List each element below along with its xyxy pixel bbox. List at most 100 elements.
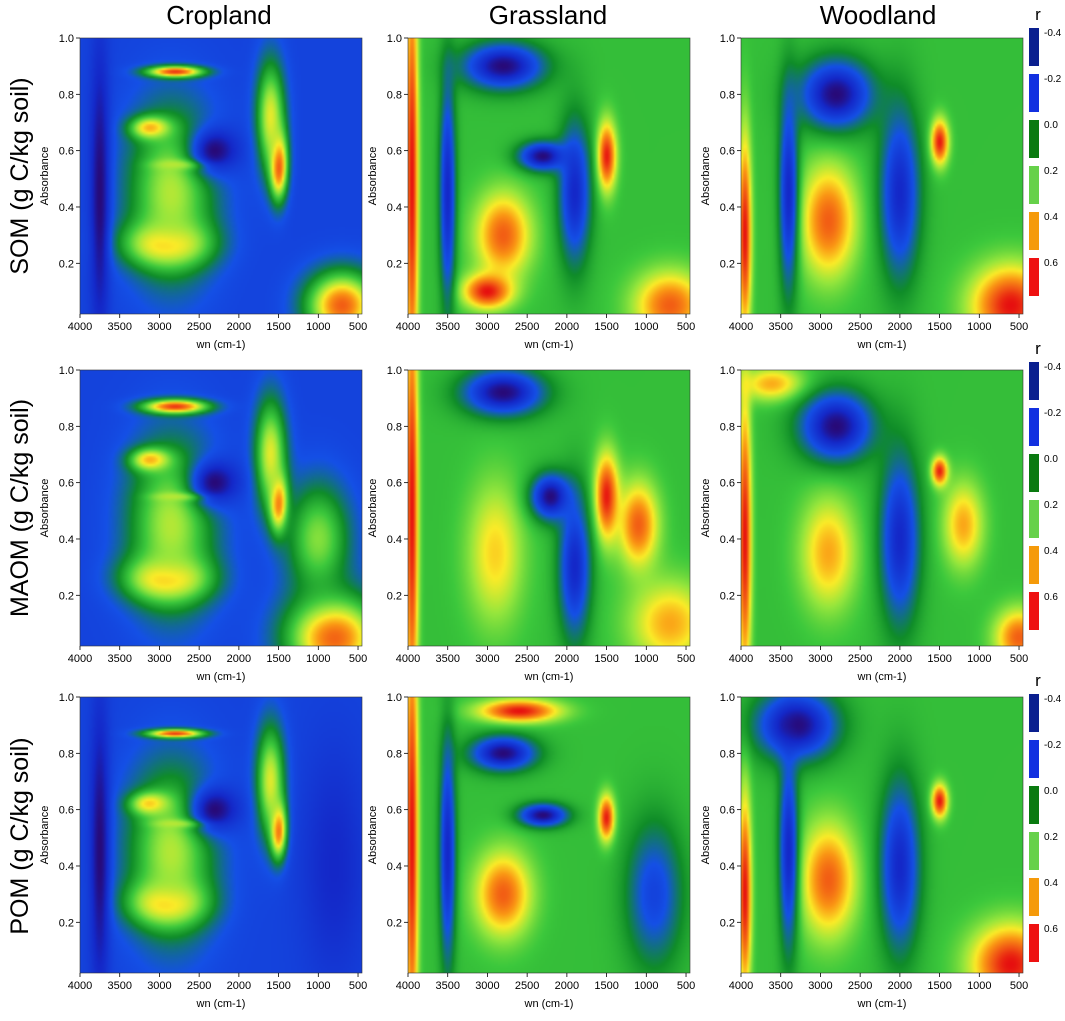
colorbar-swatch: [1029, 120, 1039, 158]
y-tick-label: 0.6: [387, 478, 402, 490]
colorbar-swatch: [1029, 28, 1039, 66]
x-axis-label: wn (cm-1): [857, 998, 907, 1010]
row-title-maom: MAOM (g C/kg soil): [6, 399, 34, 617]
y-tick-label: 0.4: [387, 202, 402, 214]
x-tick-label: 3500: [435, 321, 459, 333]
x-axis-label: wn (cm-1): [524, 998, 574, 1010]
y-tick-label: 0.8: [59, 748, 74, 760]
x-tick-label: 2000: [227, 321, 251, 333]
colorbar-tick-label: 0.0: [1044, 120, 1058, 131]
y-tick-label: 0.4: [59, 534, 74, 546]
y-tick-label: 0.4: [387, 861, 402, 873]
colorbar-tick-label: 0.6: [1044, 592, 1058, 603]
colorbar-tick-label: 0.0: [1044, 786, 1058, 797]
x-tick-label: 3000: [147, 980, 171, 992]
colorbar-title: r: [1035, 339, 1041, 358]
colorbar-swatch: [1029, 832, 1039, 870]
column-title-woodland: Woodland: [820, 0, 937, 30]
y-tick-label: 1.0: [387, 692, 402, 704]
y-tick-label: 1.0: [387, 365, 402, 377]
x-tick-label: 2000: [555, 321, 579, 333]
y-tick-label: 0.8: [59, 421, 74, 433]
plot-frame: [79, 369, 363, 647]
colorbar-title: r: [1035, 5, 1041, 24]
y-tick-label: 0.2: [59, 917, 74, 929]
x-axis-label: wn (cm-1): [524, 671, 574, 683]
x-tick-label: 1500: [266, 653, 290, 665]
heatmap-panel-maom-grassland: 4000 3500 3000 2500 2000 1500 1000 500 0.2 0.4 0.6…: [367, 365, 695, 683]
y-tick-label: 0.2: [387, 258, 402, 270]
x-tick-label: 2500: [848, 653, 872, 665]
plot-frame: [740, 369, 1024, 647]
x-tick-label: 1000: [306, 980, 330, 992]
y-tick-label: 0.6: [720, 805, 735, 817]
x-tick-label: 2000: [888, 980, 912, 992]
y-tick-label: 0.8: [387, 89, 402, 101]
x-tick-label: 2000: [555, 980, 579, 992]
y-tick-label: 0.8: [720, 421, 735, 433]
x-tick-label: 1000: [967, 653, 991, 665]
x-tick-label: 500: [1010, 980, 1028, 992]
x-tick-label: 3500: [768, 653, 792, 665]
plot-frame: [740, 37, 1024, 315]
x-tick-label: 2500: [848, 321, 872, 333]
plot-frame: [79, 696, 363, 974]
x-tick-label: 3500: [107, 980, 131, 992]
column-title-cropland: Cropland: [166, 0, 272, 30]
colorbar-swatch: [1029, 500, 1039, 538]
x-tick-label: 4000: [729, 980, 753, 992]
colorbar-swatch: [1029, 878, 1039, 916]
heatmap-surface: [741, 697, 1023, 973]
y-tick-label: 0.8: [720, 89, 735, 101]
x-tick-label: 1000: [634, 321, 658, 333]
y-axis-label: Absorbance: [39, 479, 51, 538]
x-tick-label: 500: [349, 321, 367, 333]
heatmap-surface: [80, 370, 362, 646]
plot-frame: [407, 696, 691, 974]
row-title-som: SOM (g C/kg soil): [6, 77, 34, 274]
x-tick-label: 1000: [634, 653, 658, 665]
x-tick-label: 500: [1010, 321, 1028, 333]
x-tick-label: 3500: [107, 321, 131, 333]
x-axis-label: wn (cm-1): [524, 339, 574, 351]
x-tick-label: 3000: [147, 321, 171, 333]
heatmap-panel-pom-woodland: 4000 3500 3000 2500 2000 1500 1000 500 0.2 0.4 0.6…: [700, 692, 1028, 1010]
heatmap-panel-pom-cropland: 4000 3500 3000 2500 2000 1500 1000 500 0.2 0.4 0.6…: [39, 692, 367, 1010]
x-tick-label: 2500: [187, 321, 211, 333]
x-tick-label: 4000: [68, 321, 92, 333]
x-tick-label: 2500: [515, 321, 539, 333]
colorbar-tick-label: 0.2: [1044, 166, 1058, 177]
y-axis-label: Absorbance: [700, 479, 712, 538]
x-tick-label: 1500: [927, 653, 951, 665]
heatmap-panel-som-cropland: 4000 3500 3000 2500 2000 1500 1000 500 0.2 0.4 0.6…: [39, 33, 367, 351]
y-tick-label: 1.0: [720, 365, 735, 377]
colorbar-swatch: [1029, 786, 1039, 824]
x-tick-label: 1500: [594, 321, 618, 333]
x-tick-label: 500: [677, 980, 695, 992]
x-tick-label: 4000: [729, 653, 753, 665]
heatmap-panel-som-woodland: 4000 3500 3000 2500 2000 1500 1000 500 0.2 0.4 0.6…: [700, 33, 1028, 351]
x-axis-label: wn (cm-1): [857, 339, 907, 351]
colorbar-row-1: r-0.4 -0.2 0.0 0.2 0.4 0.6: [1029, 5, 1062, 296]
y-tick-label: 0.8: [59, 89, 74, 101]
y-tick-label: 0.6: [387, 805, 402, 817]
y-tick-label: 0.6: [720, 478, 735, 490]
heatmap-surface: [408, 697, 690, 973]
x-tick-label: 1000: [967, 980, 991, 992]
colorbar-tick-label: -0.4: [1044, 694, 1062, 705]
colorbar-swatch: [1029, 454, 1039, 492]
y-tick-label: 0.2: [59, 590, 74, 602]
y-tick-label: 0.6: [59, 478, 74, 490]
x-tick-label: 3500: [107, 653, 131, 665]
x-tick-label: 4000: [396, 321, 420, 333]
colorbar-swatch: [1029, 592, 1039, 630]
colorbar-tick-label: -0.4: [1044, 28, 1062, 39]
colorbar-tick-label: -0.2: [1044, 408, 1062, 419]
colorbar-swatch: [1029, 74, 1039, 112]
x-tick-label: 2000: [227, 980, 251, 992]
y-tick-label: 0.2: [59, 258, 74, 270]
x-tick-label: 500: [1010, 653, 1028, 665]
colorbar-swatch: [1029, 546, 1039, 584]
x-axis-label: wn (cm-1): [196, 339, 246, 351]
